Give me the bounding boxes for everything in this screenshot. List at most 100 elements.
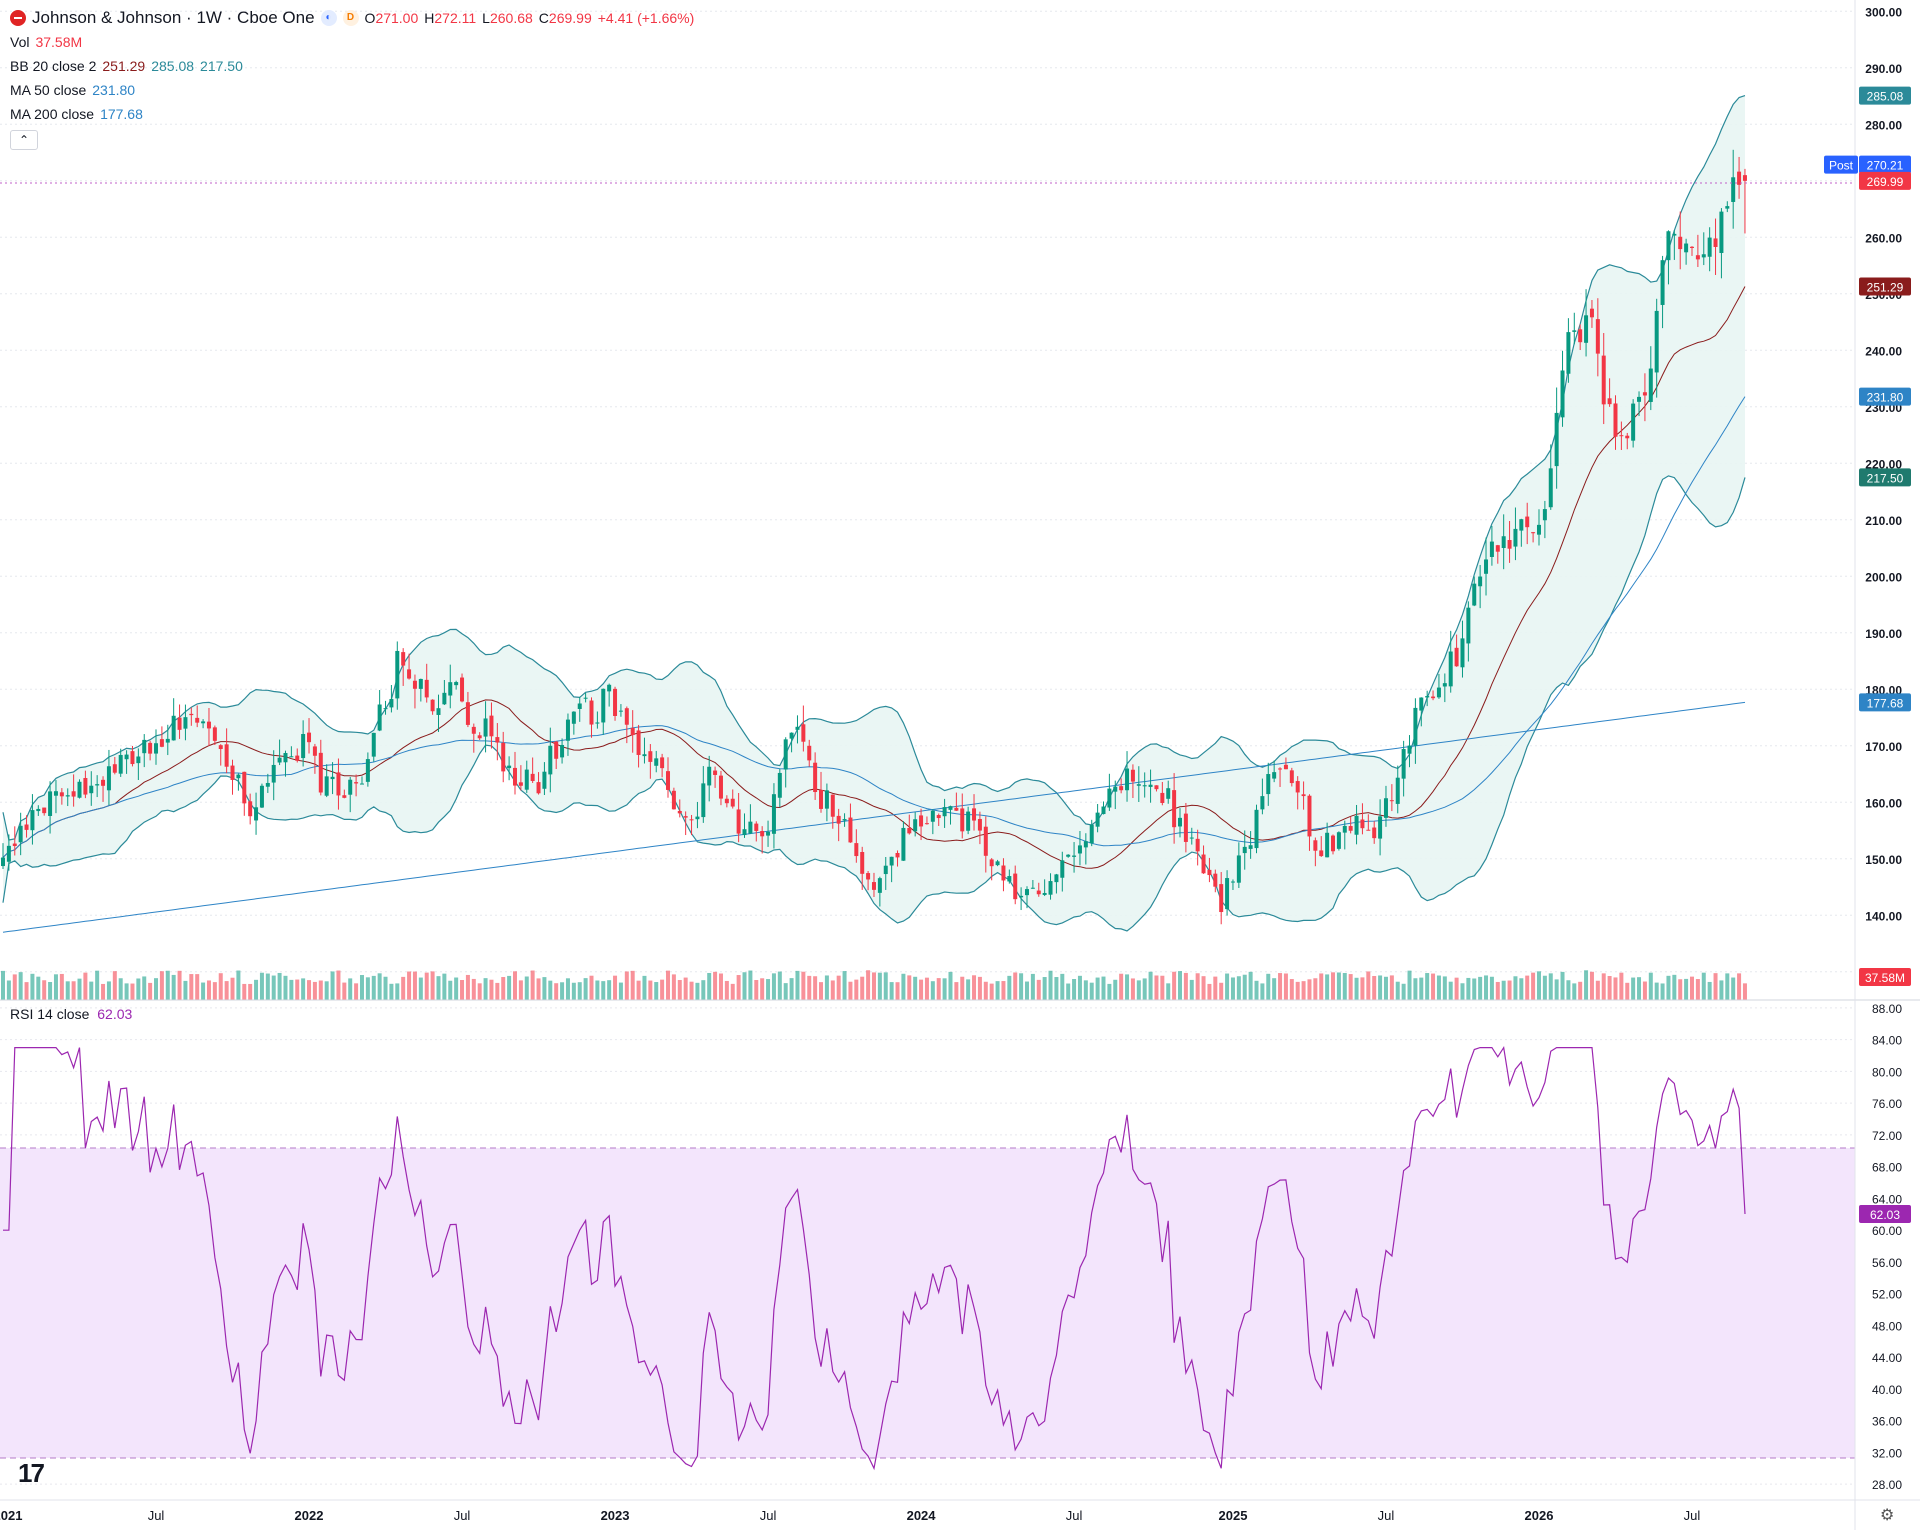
candle-body (730, 798, 735, 807)
legend-ma50[interactable]: MA 50 close 231.80 (10, 78, 694, 102)
candle-body (1331, 835, 1336, 852)
volume-bar (501, 977, 506, 1000)
candle-body (660, 757, 665, 769)
price-tick-label: 300.00 (1865, 5, 1902, 19)
price-tick-label: 280.00 (1865, 118, 1902, 132)
legend-ma200[interactable]: MA 200 close 177.68 (10, 102, 694, 126)
volume-bar (1254, 980, 1259, 1000)
candle-body (595, 722, 600, 724)
candle-body (159, 739, 164, 747)
volume-bar (701, 980, 706, 1000)
candle-body (312, 746, 317, 756)
volume-bar (819, 982, 824, 1000)
time-tick-label: 2024 (907, 1508, 937, 1523)
candle-body (783, 739, 788, 770)
candle-body (695, 816, 700, 820)
candle-body (760, 831, 765, 837)
candle-body (1236, 855, 1241, 883)
delayed-data-icon[interactable]: D (342, 10, 359, 26)
candle-body (24, 824, 29, 830)
candle-body (301, 734, 306, 759)
volume-bar (301, 978, 306, 1000)
legend-vol[interactable]: Vol 37.58M (10, 30, 694, 54)
candle-body (18, 825, 23, 843)
tag-bb-lower-bg (1859, 468, 1911, 487)
candle-body (1301, 794, 1306, 797)
volume-bar (448, 980, 453, 1000)
tag-bb-upper: 285.08 (1867, 90, 1904, 104)
volume-bar (401, 976, 406, 1000)
candle-body (359, 783, 364, 785)
candle-body (689, 819, 694, 821)
settings-gear-icon[interactable]: ⚙ (1880, 1507, 1895, 1524)
candle-body (713, 770, 718, 775)
volume-bar (42, 980, 47, 1000)
price-axis[interactable]: 300.00290.00280.00270.00260.00250.00240.… (1865, 5, 1902, 979)
candle-body (1383, 798, 1388, 818)
candle-body (95, 784, 100, 786)
tag-last-price-bg (1859, 171, 1911, 190)
candle-body (307, 732, 312, 743)
time-tick-label: Jul (1378, 1508, 1395, 1523)
candle-body (424, 679, 429, 698)
volume-bar (813, 976, 818, 1000)
volume-bar (95, 970, 100, 1000)
candle-body (1001, 865, 1006, 881)
volume-bar (454, 977, 459, 1000)
candle-body (454, 682, 459, 686)
rsi-legend[interactable]: RSI 14 close 62.03 (10, 1006, 132, 1022)
ohlc-open: 271.00 (375, 10, 419, 26)
candle-body (124, 754, 129, 760)
tag-post-label: Post (1829, 159, 1854, 173)
candle-body (1154, 785, 1159, 790)
rsi-axis[interactable]: 88.00 84.00 80.00 76.00 72.00 68.00 64.00 60.00… (1872, 1002, 1902, 1492)
candle-body (377, 704, 382, 731)
volume-bar (1160, 975, 1165, 1000)
candle-body (224, 744, 229, 767)
candle-body (1731, 177, 1736, 202)
volume-bar (430, 971, 435, 1000)
symbol-title[interactable]: Johnson & Johnson · 1W · Cboe One (32, 8, 315, 27)
volume-bar (636, 980, 641, 1000)
volume-bar (571, 982, 576, 1000)
volume-bar (259, 972, 264, 1000)
volume-bar (960, 976, 965, 1000)
volume-bar (1372, 975, 1377, 1000)
candle-body (1360, 819, 1365, 829)
volume-bar (1266, 973, 1271, 1000)
volume-bar (607, 980, 612, 1000)
volume-bar (1342, 972, 1347, 1000)
legend-bb[interactable]: BB 20 close 2 251.29 285.08 217.50 (10, 54, 694, 78)
time-axis[interactable]: 2021 Jul 2022 Jul 2023 Jul 2024 Jul 2025 Jul 2026 J… (0, 1508, 1700, 1523)
candle-body (583, 697, 588, 699)
candle-body (212, 727, 217, 741)
market-closed-icon[interactable]: ◐ (320, 10, 337, 26)
candle-body (1278, 768, 1283, 770)
candle-body (1054, 874, 1059, 883)
candle-body (1560, 370, 1565, 418)
candle-body (89, 785, 94, 794)
volume-bar (1389, 975, 1394, 1000)
volume-bar (224, 981, 229, 1000)
collapse-legend-button[interactable]: ⌃ (10, 130, 38, 150)
volume-bar (1625, 982, 1630, 1000)
candle-body (577, 703, 582, 709)
candle-body (83, 778, 88, 795)
volume-bar (271, 975, 276, 1000)
volume-bar (1742, 983, 1747, 1000)
candle-body (1189, 837, 1194, 839)
volume-bar (59, 973, 64, 1000)
volume-bar (536, 978, 541, 1000)
candle-body (383, 708, 388, 710)
volume-bar (1548, 973, 1553, 1000)
volume-bar (754, 980, 759, 1000)
rsi-tick-label: 88.00 (1872, 1002, 1902, 1016)
volume-bar (1525, 975, 1530, 1000)
candle-body (206, 721, 211, 729)
tradingview-logo-icon[interactable]: 17 (18, 1458, 45, 1488)
candle-body (1148, 784, 1153, 787)
volume-bar (1595, 980, 1600, 1000)
